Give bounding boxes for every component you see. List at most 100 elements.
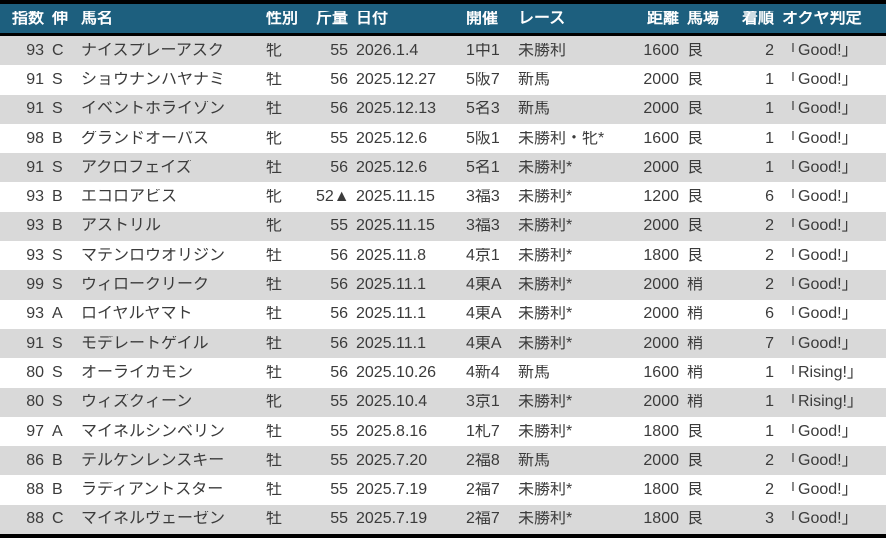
cell-seibetsu: 牝 bbox=[266, 189, 283, 206]
cell-nobi: S bbox=[52, 159, 63, 176]
cell-hantei: 「Good!」 bbox=[782, 482, 858, 499]
cell-race: 未勝利* bbox=[518, 189, 573, 206]
cell-kaisai: 4東A bbox=[466, 277, 502, 294]
cell-kyori: 2000 bbox=[643, 306, 679, 323]
cell-hizuke: 2025.11.15 bbox=[356, 218, 435, 235]
cell-nobi: S bbox=[52, 277, 63, 294]
cell-seibetsu: 牡 bbox=[266, 101, 283, 118]
cell-hizuke: 2025.7.19 bbox=[356, 511, 428, 528]
cell-shisu: 88 bbox=[26, 511, 44, 528]
cell-shisu: 93 bbox=[26, 42, 44, 59]
cell-baba: 良 bbox=[687, 189, 704, 206]
cell-chakujun: 7 bbox=[765, 335, 774, 352]
cell-race: 未勝利* bbox=[518, 335, 573, 352]
cell-kinryo: 56 bbox=[330, 159, 348, 176]
table-row: 99 S ウィロークリーク 牡 56 2025.11.1 4東A 未勝利* 2000 稍 2 「Goo… bbox=[0, 270, 886, 300]
cell-bamei: テルケンレンスキー bbox=[81, 452, 225, 469]
cell-baba: 稍 bbox=[687, 306, 704, 323]
cell-kinryo: 56 bbox=[330, 306, 348, 323]
cell-kyori: 1800 bbox=[643, 511, 679, 528]
cell-race: 未勝利 bbox=[518, 42, 567, 59]
cell-kinryo: 52▲ bbox=[316, 189, 350, 206]
cell-shisu: 80 bbox=[26, 394, 44, 411]
cell-hizuke: 2026.1.4 bbox=[356, 42, 419, 59]
cell-race: 未勝利* bbox=[518, 394, 573, 411]
cell-bamei: ウィロークリーク bbox=[81, 277, 210, 294]
cell-kinryo: 56 bbox=[330, 335, 348, 352]
cell-kaisai: 1中1 bbox=[466, 42, 500, 59]
cell-hantei: 「Good!」 bbox=[782, 452, 858, 469]
cell-seibetsu: 牡 bbox=[266, 364, 283, 381]
cell-kyori: 2000 bbox=[643, 277, 679, 294]
cell-seibetsu: 牡 bbox=[266, 247, 283, 264]
column-header-kaisai: 開催 bbox=[466, 10, 499, 27]
cell-shisu: 93 bbox=[26, 189, 44, 206]
column-header-kyori: 距離 bbox=[646, 10, 679, 27]
cell-race: 新馬 bbox=[518, 101, 551, 118]
cell-kyori: 2000 bbox=[643, 394, 679, 411]
cell-kinryo: 55 bbox=[330, 511, 348, 528]
cell-kinryo: 56 bbox=[330, 101, 348, 118]
cell-bamei: イベントホライゾン bbox=[81, 101, 226, 118]
cell-baba: 稍 bbox=[687, 364, 704, 381]
cell-nobi: S bbox=[52, 394, 63, 411]
cell-kaisai: 3福3 bbox=[466, 218, 500, 235]
cell-nobi: S bbox=[52, 101, 63, 118]
cell-seibetsu: 牡 bbox=[266, 423, 283, 440]
column-header-chakujun: 着順 bbox=[741, 10, 774, 27]
cell-seibetsu: 牡 bbox=[266, 511, 283, 528]
cell-kinryo: 55 bbox=[330, 394, 348, 411]
cell-kaisai: 5阪7 bbox=[466, 71, 500, 88]
cell-kaisai: 4東A bbox=[466, 306, 502, 323]
cell-nobi: S bbox=[52, 364, 63, 381]
cell-nobi: S bbox=[52, 71, 63, 88]
cell-shisu: 91 bbox=[26, 71, 44, 88]
cell-bamei: アストリル bbox=[81, 218, 162, 235]
cell-hizuke: 2025.7.19 bbox=[356, 482, 428, 499]
cell-hizuke: 2025.12.27 bbox=[356, 71, 437, 88]
cell-kinryo: 55 bbox=[330, 42, 348, 59]
cell-kyori: 1600 bbox=[643, 364, 679, 381]
cell-bamei: ラディアントスター bbox=[81, 482, 224, 499]
cell-kyori: 1600 bbox=[643, 130, 679, 147]
cell-seibetsu: 牝 bbox=[266, 130, 283, 147]
cell-kaisai: 4京1 bbox=[466, 247, 500, 264]
column-header-shisu: 指数 bbox=[11, 10, 44, 27]
table-row: 91 S モデレートゲイル 牡 56 2025.11.1 4東A 未勝利* 2000 稍 7 「Goo… bbox=[0, 328, 886, 359]
cell-race: 未勝利* bbox=[518, 218, 573, 235]
cell-hantei: 「Good!」 bbox=[782, 71, 858, 88]
cell-seibetsu: 牡 bbox=[266, 277, 283, 294]
cell-race: 未勝利* bbox=[518, 423, 573, 440]
table-row: 80 S オーライカモン 牡 56 2025.10.26 4新4 新馬 1600 稍 1 「Risin… bbox=[0, 358, 886, 388]
cell-chakujun: 2 bbox=[765, 42, 774, 59]
cell-race: 未勝利* bbox=[518, 247, 573, 264]
cell-kaisai: 4東A bbox=[466, 335, 502, 352]
cell-nobi: A bbox=[52, 423, 63, 440]
cell-baba: 良 bbox=[687, 101, 704, 118]
cell-nobi: B bbox=[52, 130, 63, 147]
cell-kaisai: 1札7 bbox=[466, 423, 500, 440]
cell-bamei: エコロアビス bbox=[81, 189, 178, 206]
table-header-row: 指数伸馬名 性別 斤量 日付 開催 レース 距離 馬場 着順 オクヤ判定 bbox=[0, 4, 886, 36]
cell-seibetsu: 牝 bbox=[266, 394, 283, 411]
cell-bamei: ショウナンハヤナミ bbox=[81, 71, 226, 88]
cell-kyori: 2000 bbox=[643, 101, 679, 118]
column-header-baba: 馬場 bbox=[687, 10, 720, 27]
cell-kaisai: 2福7 bbox=[466, 482, 500, 499]
cell-race: 未勝利* bbox=[518, 159, 573, 176]
cell-kyori: 1600 bbox=[643, 42, 679, 59]
cell-baba: 稍 bbox=[687, 277, 704, 294]
cell-seibetsu: 牡 bbox=[266, 335, 283, 352]
table-row: 88 C マイネルヴェーゼン 牡 55 2025.7.19 2福7 未勝利* 1800 良 3 「Go… bbox=[0, 504, 886, 534]
cell-hizuke: 2025.11.1 bbox=[356, 335, 426, 352]
cell-shisu: 93 bbox=[26, 247, 44, 264]
cell-nobi: B bbox=[52, 482, 63, 499]
column-header-seibetsu: 性別 bbox=[266, 10, 299, 27]
cell-hantei: 「Rising!」 bbox=[782, 364, 863, 381]
column-header-race: レース bbox=[518, 10, 566, 27]
cell-chakujun: 1 bbox=[765, 130, 774, 147]
cell-chakujun: 1 bbox=[765, 71, 774, 88]
cell-hizuke: 2025.11.15 bbox=[356, 189, 435, 206]
cell-chakujun: 6 bbox=[765, 189, 774, 206]
cell-bamei: ウィズクィーン bbox=[81, 394, 193, 411]
